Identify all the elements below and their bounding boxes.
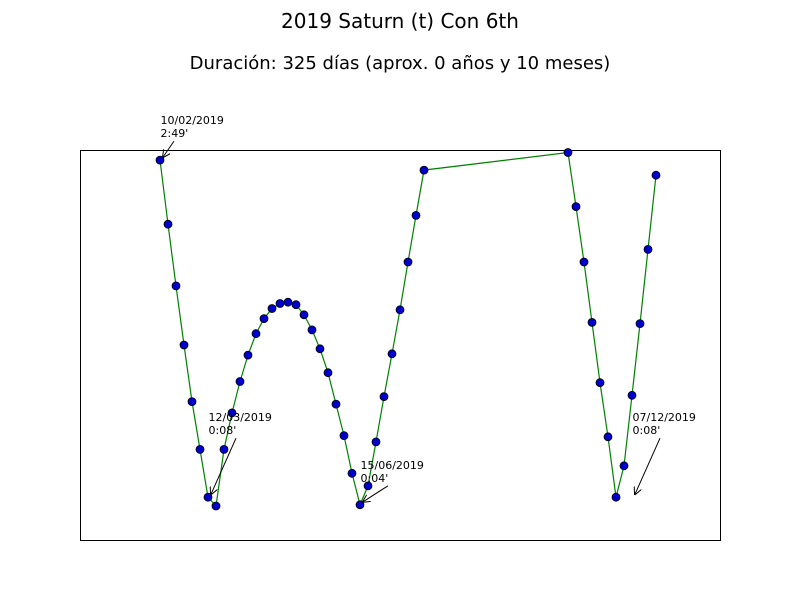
annotation-date: 15/06/2019: [361, 459, 424, 472]
data-point: [235, 377, 245, 386]
data-point: [315, 344, 325, 354]
data-point: [251, 329, 261, 339]
data-point: [619, 461, 629, 471]
data-point: [403, 257, 413, 267]
data-point: [331, 399, 341, 409]
data-point: [307, 325, 317, 335]
data-point: [363, 481, 373, 491]
data-point: [395, 305, 405, 315]
series-layer: [155, 148, 661, 511]
annotation-value: 0:08': [633, 424, 661, 437]
data-point: [587, 317, 597, 327]
data-point: [275, 299, 285, 308]
data-point: [171, 281, 181, 291]
annotation-date: 12/03/2019: [209, 411, 272, 424]
annotation-value: 2:49': [161, 127, 189, 140]
data-point: [635, 319, 645, 329]
data-point: [579, 257, 589, 267]
data-point: [291, 300, 301, 310]
data-point: [411, 210, 421, 220]
data-point: [611, 492, 621, 502]
data-point: [267, 304, 277, 313]
data-point: [371, 437, 381, 447]
data-point: [651, 170, 661, 180]
series-line: [159, 151, 657, 508]
annotation-date: 10/02/2019: [161, 114, 224, 127]
data-point: [419, 165, 429, 175]
annotation-date: 07/12/2019: [633, 411, 696, 424]
data-point: [283, 297, 293, 307]
data-point: [339, 431, 349, 441]
data-point: [379, 392, 389, 402]
annotation-arrow: [635, 437, 661, 494]
annotation-value: 0:04': [361, 472, 389, 485]
chart-title: 2019 Saturn (t) Con 6th: [281, 9, 519, 33]
data-point: [299, 310, 309, 320]
data-point: [595, 378, 605, 388]
data-point: [387, 349, 397, 359]
annotation-arrow: [363, 485, 389, 502]
data-point: [187, 397, 197, 407]
data-point: [603, 432, 613, 442]
data-point: [643, 244, 653, 254]
data-point: [347, 468, 357, 478]
data-point: [243, 350, 253, 360]
data-point: [203, 492, 213, 502]
data-point: [163, 219, 173, 229]
data-point: [571, 202, 581, 212]
data-point: [219, 444, 229, 454]
annotation-layer: 10/02/20192:49'12/03/20190:08'15/06/2019…: [161, 114, 696, 502]
data-point: [155, 155, 165, 165]
annotation-value: 0:08': [209, 424, 237, 437]
data-point: [563, 148, 573, 157]
data-point: [355, 500, 365, 510]
data-point: [211, 501, 221, 511]
annotation-arrow: [163, 140, 175, 157]
data-point: [323, 368, 333, 378]
plot-area-frame: [80, 150, 721, 541]
data-point: [627, 390, 637, 400]
chart-subtitle: Duración: 325 días (aprox. 0 años y 10 m…: [190, 53, 611, 74]
data-point: [179, 340, 189, 350]
data-point: [227, 408, 237, 418]
annotation-arrow: [211, 437, 237, 494]
data-point: [259, 314, 269, 324]
data-point: [195, 444, 205, 454]
